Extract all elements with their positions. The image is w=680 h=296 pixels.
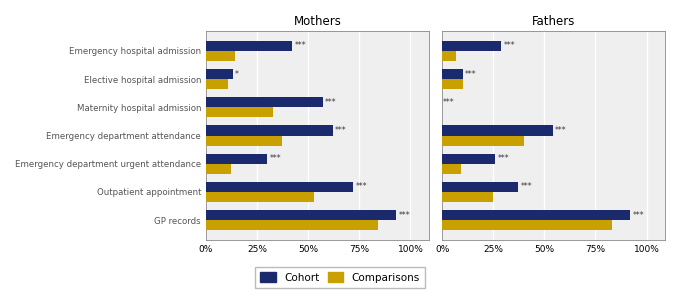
Bar: [442, 154, 495, 164]
Legend: Cohort, Comparisons: Cohort, Comparisons: [255, 267, 425, 288]
Text: ***: ***: [498, 154, 509, 163]
Bar: [206, 41, 292, 51]
Title: Fathers: Fathers: [532, 15, 575, 28]
Bar: [442, 79, 462, 89]
Text: ***: ***: [443, 98, 455, 107]
Text: ***: ***: [325, 98, 337, 107]
Bar: [206, 97, 322, 107]
Title: Mothers: Mothers: [294, 15, 341, 28]
Bar: [206, 107, 273, 118]
Text: ***: ***: [398, 210, 410, 220]
Bar: [442, 69, 462, 79]
Text: ***: ***: [294, 41, 306, 50]
Text: ***: ***: [520, 182, 532, 192]
Text: *: *: [235, 70, 239, 78]
Bar: [442, 192, 493, 202]
Bar: [442, 41, 501, 51]
Text: ***: ***: [335, 126, 347, 135]
Bar: [206, 51, 235, 61]
Bar: [206, 220, 377, 230]
Bar: [206, 192, 314, 202]
Bar: [206, 126, 333, 136]
Text: ***: ***: [270, 154, 282, 163]
Bar: [442, 51, 456, 61]
Bar: [206, 69, 233, 79]
Bar: [442, 126, 553, 136]
Text: ***: ***: [356, 182, 367, 192]
Bar: [442, 182, 517, 192]
Bar: [206, 154, 267, 164]
Bar: [206, 182, 353, 192]
Bar: [442, 136, 524, 146]
Bar: [206, 79, 228, 89]
Text: ***: ***: [555, 126, 566, 135]
Text: ***: ***: [504, 41, 515, 50]
Bar: [442, 220, 612, 230]
Bar: [442, 210, 630, 220]
Text: ***: ***: [632, 210, 645, 220]
Bar: [206, 136, 282, 146]
Bar: [206, 164, 231, 174]
Text: ***: ***: [465, 70, 477, 78]
Bar: [206, 210, 396, 220]
Bar: [442, 164, 460, 174]
